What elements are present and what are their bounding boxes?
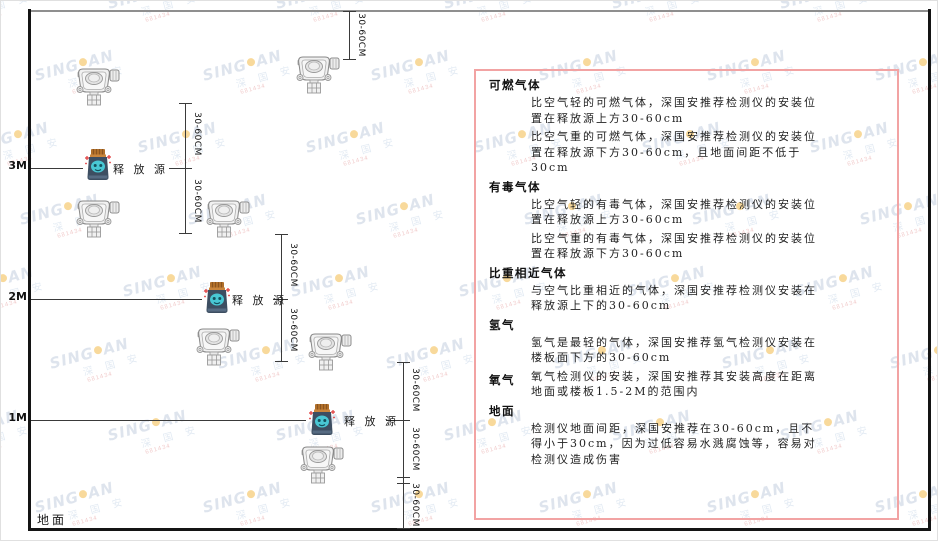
- source-connector-line: [169, 168, 185, 169]
- panel-section-paragraph: 氧气检测仪的安装，深国安推荐其安装高度在距离地面或楼板1.5-2M的范围内: [531, 369, 817, 399]
- dimension-line: [281, 234, 282, 361]
- height-marker-label: 1M: [8, 411, 27, 424]
- height-marker-label: 3M: [8, 159, 27, 172]
- panel-section: 比重相近气体与空气比重相近的气体，深国安推荐检测仪安装在释放源上下的30-60c…: [489, 265, 887, 314]
- gas-detector-icon: [308, 333, 352, 371]
- gas-detector-icon: [206, 200, 250, 238]
- gas-detector: [295, 53, 341, 100]
- panel-section: 氧气 氧气检测仪的安装，深国安推荐其安装高度在距离地面或楼板1.5-2M的范围内: [489, 369, 887, 400]
- gas-detector: [299, 443, 345, 490]
- dimension-line: [349, 11, 350, 59]
- dimension-tick: [397, 362, 410, 363]
- panel-section-paragraph: 比空气重的可燃气体，深国安推荐检测仪的安装位置在释放源下方30-60cm，且地面…: [531, 130, 817, 174]
- release-source: [83, 148, 113, 187]
- dimension-tick: [397, 477, 410, 478]
- dimension-label: 30-60CM: [192, 112, 202, 156]
- gas-detector-icon: [300, 446, 344, 484]
- dimension-tick: [179, 103, 192, 104]
- release-source: [202, 281, 232, 320]
- gas-detector: [195, 325, 241, 372]
- dimension-tick: [397, 528, 410, 529]
- release-source-label: 释 放 源: [344, 415, 399, 428]
- ceiling-line: [28, 10, 931, 12]
- panel-section: 氢气氢气是最轻的气体，深国安推荐氢气检测仪安装在楼板面下方的30-60cm: [489, 317, 887, 366]
- dimension-label: 30-60CM: [410, 368, 420, 412]
- release-source-icon: [309, 404, 335, 435]
- dimension-tick: [397, 483, 410, 484]
- ground-label: 地面: [37, 513, 68, 527]
- dimension-label: 30-60CM: [288, 243, 298, 287]
- panel-section-paragraph: 比空气轻的有毒气体，深国安推荐检测仪的安装位置在释放源上方30-60cm: [531, 197, 817, 227]
- release-source-label: 释 放 源: [232, 294, 287, 307]
- panel-section: 可燃气体比空气轻的可燃气体，深国安推荐检测仪的安装位置在释放源上方30-60cm…: [489, 77, 887, 176]
- panel-section: 地面检测仪地面间距，深国安推荐在30-60cm，且不得小于30cm，因为过低容易…: [489, 403, 887, 468]
- panel-section-heading: 氢气: [489, 317, 515, 332]
- dimension-label: 30-60CM: [410, 427, 420, 471]
- dimension-tick: [275, 234, 288, 235]
- recommendation-panel: 可燃气体比空气轻的可燃气体，深国安推荐检测仪的安装位置在释放源上方30-60cm…: [474, 69, 899, 520]
- left-wall-line: [28, 9, 31, 531]
- dimension-label: 30-60CM: [192, 179, 202, 223]
- panel-section-heading: 氧气: [489, 372, 515, 387]
- right-wall-line: [928, 9, 931, 531]
- dimension-tick: [343, 59, 356, 60]
- recommendation-panel-body: 可燃气体比空气轻的可燃气体，深国安推荐检测仪的安装位置在释放源上方30-60cm…: [489, 77, 887, 467]
- panel-section-paragraph: 检测仪地面间距，深国安推荐在30-60cm，且不得小于30cm，因为过低容易水溅…: [531, 421, 817, 466]
- gas-detector-icon: [76, 68, 120, 106]
- gas-detector-icon: [196, 328, 240, 366]
- gas-detector: [75, 197, 121, 244]
- panel-section-paragraph: 与空气比重相近的气体，深国安推荐检测仪安装在释放源上下的30-60cm: [531, 283, 817, 313]
- panel-section-paragraph: 比空气轻的可燃气体，深国安推荐检测仪的安装位置在释放源上方30-60cm: [531, 96, 817, 125]
- release-source-label: 释 放 源: [113, 163, 168, 176]
- height-marker-line: [31, 299, 202, 300]
- dimension-tick: [343, 11, 356, 12]
- dimension-tick: [275, 361, 288, 362]
- gas-detector-icon: [296, 56, 340, 94]
- gas-detector-icon: [76, 200, 120, 238]
- dimension-label: 30-60CM: [410, 483, 420, 527]
- panel-section-paragraph: 比空气重的有毒气体，深国安推荐检测仪的安装位置在释放源下方30-60cm: [531, 231, 817, 261]
- dimension-tick: [275, 299, 288, 300]
- panel-section-heading: 有毒气体: [489, 179, 541, 194]
- release-source: [307, 403, 337, 442]
- dimension-tick: [179, 233, 192, 234]
- dimension-tick: [397, 420, 410, 421]
- panel-section-heading: 比重相近气体: [489, 265, 567, 280]
- panel-section-heading: 地面: [489, 403, 515, 418]
- height-marker-line: [31, 168, 83, 169]
- ground-line: [28, 528, 931, 531]
- source-connector-line: [386, 420, 403, 421]
- gas-detector: [75, 65, 121, 112]
- panel-section-heading: 可燃气体: [489, 78, 541, 92]
- panel-section: 有毒气体比空气轻的有毒气体，深国安推荐检测仪的安装位置在释放源上方30-60cm…: [489, 179, 887, 262]
- dimension-tick: [179, 168, 192, 169]
- gas-detector: [307, 330, 353, 377]
- dimension-line: [403, 362, 404, 528]
- release-source-icon: [85, 149, 111, 180]
- height-marker-line: [31, 420, 306, 421]
- gas-detector: [205, 197, 251, 244]
- dimension-label: 30-60CM: [356, 13, 366, 57]
- release-source-icon: [204, 282, 230, 313]
- panel-section-paragraph: 氢气是最轻的气体，深国安推荐氢气检测仪安装在楼板面下方的30-60cm: [531, 335, 817, 365]
- height-marker-label: 2M: [8, 290, 27, 303]
- dimension-label: 30-60CM: [288, 308, 298, 352]
